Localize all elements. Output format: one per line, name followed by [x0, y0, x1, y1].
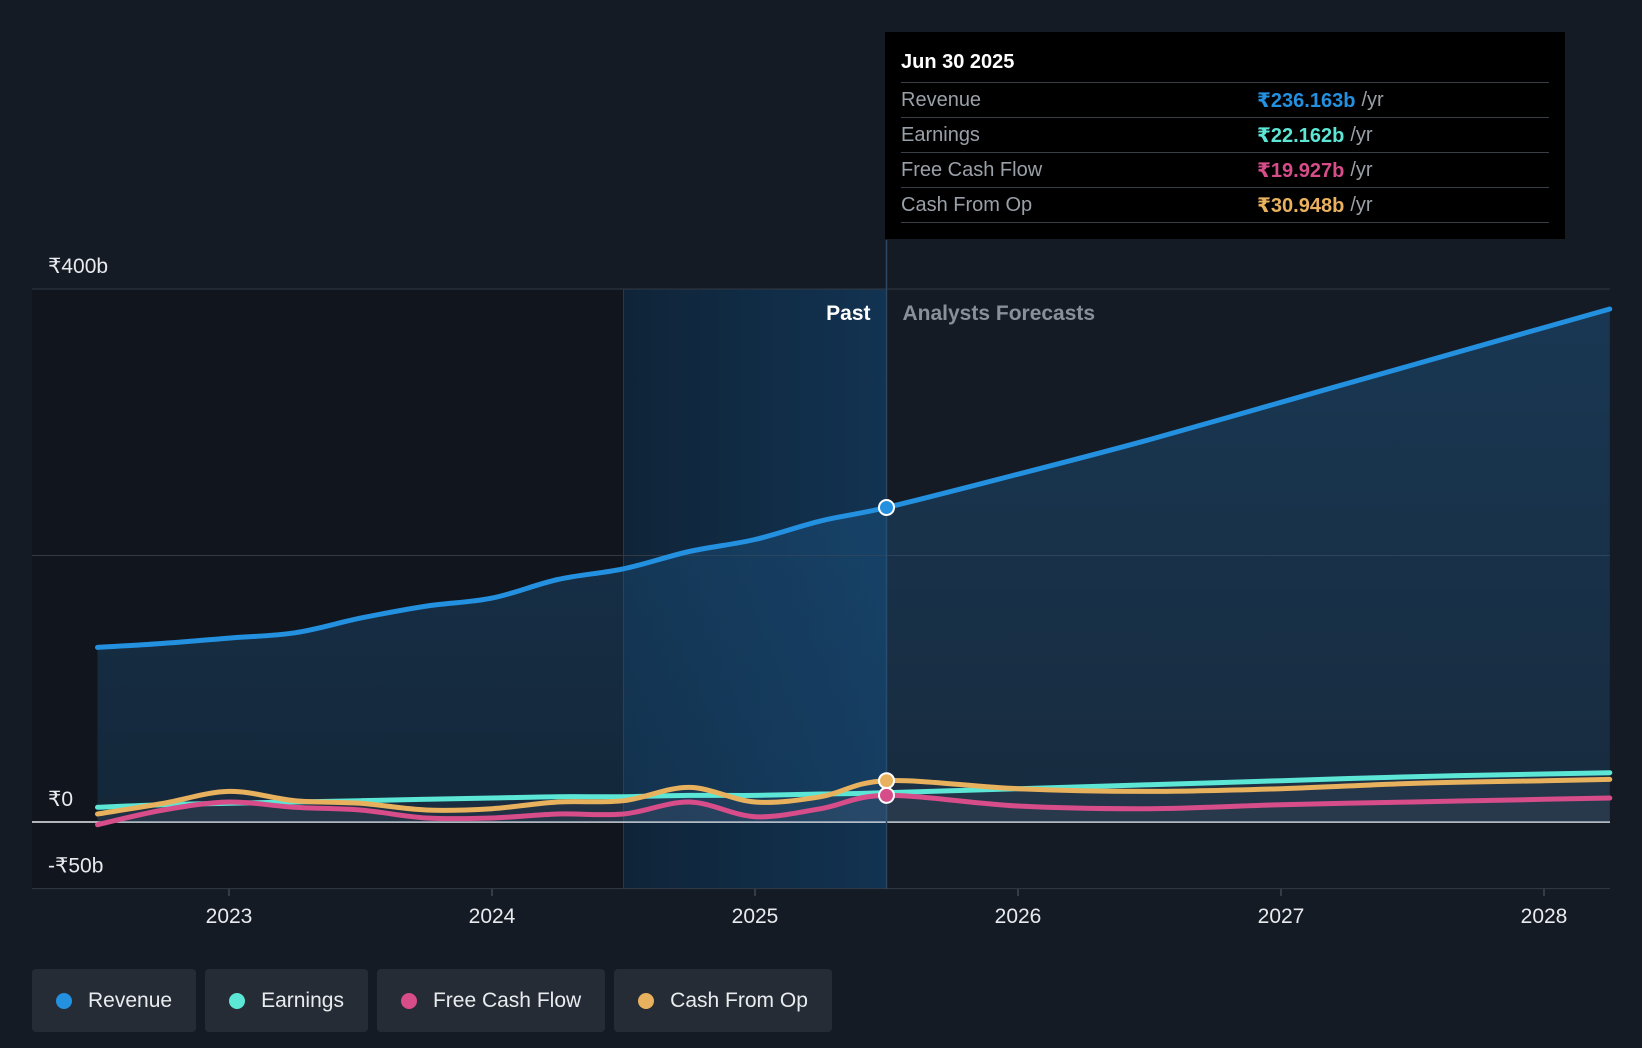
tooltip-unit: /yr — [1361, 88, 1384, 111]
x-tick-label: 2023 — [206, 905, 253, 928]
cash-from-op-line — [95, 776, 1613, 817]
revenue-line — [95, 306, 1613, 650]
y-tick-label: ₹400b — [48, 255, 108, 278]
legend-dot-icon — [638, 992, 655, 1009]
legend-item-earnings[interactable]: Earnings — [205, 969, 368, 1032]
y-tick-label: ₹0 — [48, 788, 73, 811]
tooltip-row-earnings: Earnings ₹22.162b/yr — [901, 117, 1549, 152]
revenue-area — [97, 309, 1610, 822]
tooltip-row-revenue: Revenue ₹236.163b/yr — [901, 82, 1549, 117]
free-cash-flow-line — [95, 792, 1613, 828]
tooltip-label: Revenue — [901, 88, 982, 111]
tooltip-unit: /yr — [1350, 158, 1373, 181]
tooltip-value: ₹30.948b — [1257, 194, 1345, 217]
tooltip-date: Jun 30 2025 — [901, 51, 1015, 73]
legend-item-free-cash-flow[interactable]: Free Cash Flow — [376, 969, 606, 1032]
legend-dot-icon — [400, 992, 417, 1009]
x-tick-label: 2025 — [732, 905, 779, 928]
tooltip-unit: /yr — [1350, 123, 1373, 146]
chart-markers-layer — [878, 499, 895, 804]
tooltip-label: Cash From Op — [901, 193, 1033, 216]
tooltip-value: ₹19.927b — [1257, 159, 1345, 182]
tooltip-value: ₹236.163b — [1257, 89, 1356, 112]
legend: Revenue Earnings Free Cash Flow Cash From O… — [32, 969, 832, 1032]
past-label: Past — [826, 302, 870, 325]
legend-item-revenue[interactable]: Revenue — [32, 969, 197, 1032]
legend-label: Earnings — [261, 988, 344, 1012]
x-tick-label: 2027 — [1258, 905, 1305, 928]
free-cash-flow-marker — [878, 786, 895, 804]
tooltip-unit: /yr — [1350, 193, 1373, 216]
legend-label: Cash From Op — [670, 988, 808, 1012]
tooltip-row-cash-from-op: Cash From Op ₹30.948b/yr — [901, 187, 1549, 223]
tooltip-row-free-cash-flow: Free Cash Flow ₹19.927b/yr — [901, 152, 1549, 187]
cash-from-op-marker — [878, 772, 895, 790]
tooltip-label: Free Cash Flow — [901, 158, 1043, 181]
tooltip: Jun 30 2025 Revenue ₹236.163b/yr Earnings ₹… — [885, 32, 1565, 239]
forecast-label: Analysts Forecasts — [903, 302, 1096, 325]
free-cash-flow-area — [97, 795, 1610, 825]
tooltip-rows: Revenue ₹236.163b/yr Earnings ₹22.162b/yr Fr… — [901, 82, 1549, 223]
legend-label: Revenue — [88, 988, 173, 1012]
legend-dot-icon — [56, 992, 72, 1009]
x-tick-label: 2024 — [469, 905, 516, 928]
x-tick-label: 2026 — [995, 905, 1042, 928]
chart-labels-layer: ₹400b ₹0 -₹50b 2023 2024 2025 2026 2027 2028 Past… — [48, 255, 1567, 928]
tooltip-label: Earnings — [901, 123, 980, 146]
legend-dot-icon — [229, 992, 246, 1009]
y-tick-label: -₹50b — [48, 855, 103, 878]
legend-label: Free Cash Flow — [432, 988, 582, 1012]
revenue-marker — [878, 499, 895, 517]
legend-item-cash-from-op[interactable]: Cash From Op — [614, 969, 832, 1032]
chart-lines-layer — [95, 306, 1613, 828]
x-tick-label: 2028 — [1521, 905, 1568, 928]
tooltip-value: ₹22.162b — [1257, 124, 1345, 147]
